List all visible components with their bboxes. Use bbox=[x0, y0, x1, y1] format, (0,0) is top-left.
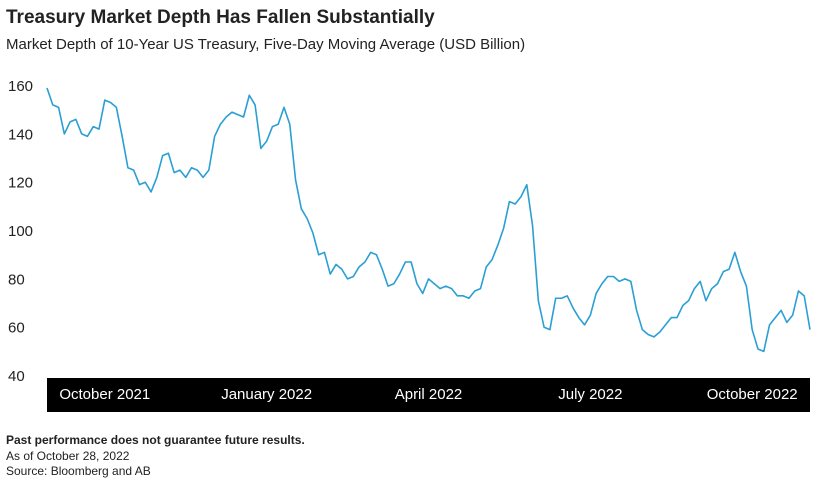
y-tick-label: 80 bbox=[8, 271, 25, 288]
x-tick-label: October 2021 bbox=[59, 386, 150, 403]
note: Past performance does not guarantee futu… bbox=[6, 433, 305, 447]
chart-title: Treasury Market Depth Has Fallen Substan… bbox=[6, 7, 435, 28]
x-tick-label: January 2022 bbox=[221, 386, 312, 403]
note: Source: Bloomberg and AB bbox=[6, 464, 151, 478]
x-tick-label: July 2022 bbox=[558, 386, 622, 403]
chart-subtitle: Market Depth of 10-Year US Treasury, Fiv… bbox=[6, 36, 525, 53]
y-tick-label: 100 bbox=[8, 223, 33, 240]
y-tick-label: 40 bbox=[8, 368, 25, 385]
note: As of October 28, 2022 bbox=[6, 449, 130, 463]
y-tick-label: 60 bbox=[8, 320, 25, 337]
y-tick-label: 120 bbox=[8, 175, 33, 192]
y-tick-label: 140 bbox=[8, 126, 33, 143]
x-axis-band bbox=[47, 378, 810, 412]
line bbox=[46, 87, 811, 353]
y-tick-label: 160 bbox=[8, 78, 33, 95]
x-tick-label: April 2022 bbox=[395, 386, 463, 403]
x-tick-label: October 2022 bbox=[707, 386, 798, 403]
